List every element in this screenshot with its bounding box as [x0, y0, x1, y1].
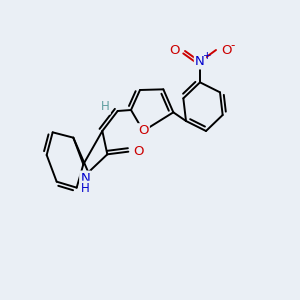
Text: O: O	[221, 44, 232, 56]
Text: O: O	[133, 145, 144, 158]
Text: -: -	[230, 40, 234, 52]
Text: H: H	[101, 100, 110, 113]
Text: N: N	[195, 55, 205, 68]
Text: +: +	[203, 51, 211, 61]
Text: H: H	[81, 182, 90, 195]
Text: O: O	[138, 124, 148, 137]
Text: N: N	[80, 172, 90, 185]
Text: O: O	[169, 44, 180, 58]
